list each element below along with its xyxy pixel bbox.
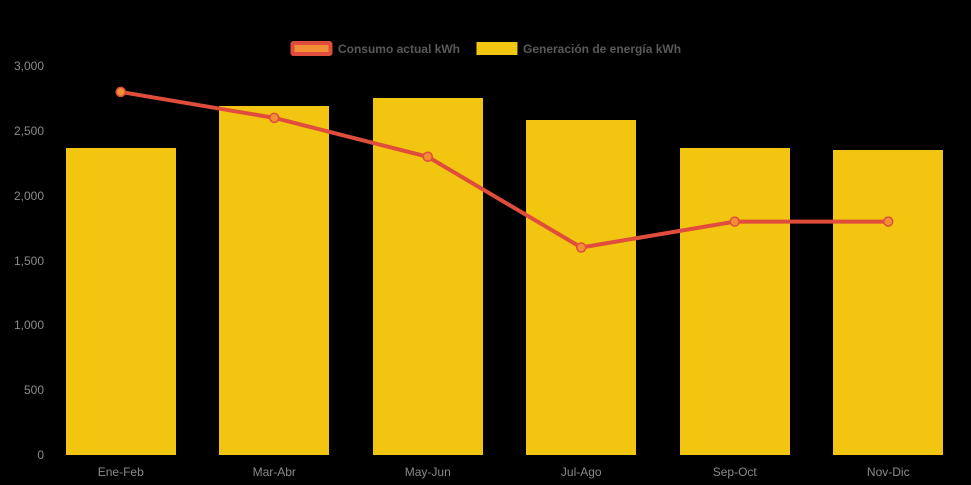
line-marker-Ene-Feb[interactable] bbox=[115, 86, 126, 98]
y-axis-tick-label: 3,000 bbox=[13, 59, 44, 73]
x-axis-label-Nov-Dic: Nov-Dic bbox=[866, 465, 910, 479]
y-axis-tick-label: 0 bbox=[37, 448, 44, 462]
y-axis-tick-label: 2,000 bbox=[13, 188, 44, 203]
bar-Jul-Ago[interactable] bbox=[526, 120, 637, 455]
bar-Mar-Abr[interactable] bbox=[219, 106, 330, 455]
bar-Sep-Oct[interactable] bbox=[679, 147, 790, 455]
y-axis-tick-label: 1,000 bbox=[13, 318, 44, 333]
legend-item-consumo-actual[interactable]: Consumo actual kWh bbox=[289, 41, 460, 56]
bar-May-Jun[interactable] bbox=[372, 98, 483, 455]
bar-Nov-Dic[interactable] bbox=[833, 150, 944, 455]
x-axis-label-May-Jun: May-Jun bbox=[404, 465, 451, 479]
x-axis-label-Ene-Feb: Ene-Feb bbox=[97, 465, 144, 479]
y-axis-tick-label: 500 bbox=[23, 383, 44, 398]
legend-label-generacion-energia: Generación de energía kWh bbox=[522, 41, 682, 56]
y-axis-tick-label: 1,500 bbox=[13, 253, 44, 268]
x-axis-label-Sep-Oct: Sep-Oct bbox=[712, 465, 757, 479]
legend-label-consumo-actual: Consumo actual kWh bbox=[337, 41, 460, 56]
x-axis-label-Jul-Ago: Jul-Ago bbox=[560, 465, 602, 479]
legend-item-generacion-energia[interactable]: Generación de energía kWh bbox=[475, 41, 682, 56]
x-axis-label-Mar-Abr: Mar-Abr bbox=[252, 465, 296, 479]
y-axis-tick-label: 2,500 bbox=[13, 123, 44, 138]
column-series-swatch-icon bbox=[475, 42, 517, 55]
line-series-swatch-icon bbox=[289, 41, 332, 56]
bar-Ene-Feb[interactable] bbox=[65, 147, 176, 455]
legend: Consumo actual kWh Generación de energía… bbox=[289, 41, 682, 56]
